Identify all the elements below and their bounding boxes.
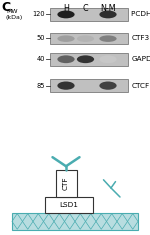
Ellipse shape (57, 82, 75, 90)
Ellipse shape (77, 55, 94, 63)
Bar (12, 213, 138, 230)
Ellipse shape (57, 11, 75, 18)
Text: CTF: CTF (63, 177, 69, 190)
Bar (56, 170, 76, 197)
Ellipse shape (99, 82, 117, 90)
Bar (50, 8, 128, 21)
Text: C: C (2, 1, 11, 14)
Bar (50, 53, 128, 66)
Text: CTF3: CTF3 (131, 35, 149, 41)
Text: CTCF: CTCF (131, 82, 149, 89)
Ellipse shape (57, 35, 75, 42)
Text: C: C (83, 4, 88, 13)
Text: 50: 50 (36, 35, 45, 41)
Ellipse shape (57, 55, 75, 63)
Bar (50, 33, 128, 44)
Text: LSD1: LSD1 (60, 202, 78, 208)
Text: N-M: N-M (100, 4, 116, 13)
Text: 40: 40 (36, 56, 45, 62)
Bar (45, 197, 93, 213)
Ellipse shape (99, 35, 117, 42)
Bar (50, 79, 128, 93)
Text: MW
(kDa): MW (kDa) (6, 9, 23, 20)
Text: GAPDH: GAPDH (131, 56, 150, 62)
Text: 120: 120 (32, 12, 45, 17)
Ellipse shape (77, 35, 94, 42)
Text: 85: 85 (36, 82, 45, 89)
Text: H: H (63, 4, 69, 13)
Ellipse shape (99, 55, 117, 63)
Text: PCDH19 FL: PCDH19 FL (131, 12, 150, 17)
Ellipse shape (99, 11, 117, 18)
